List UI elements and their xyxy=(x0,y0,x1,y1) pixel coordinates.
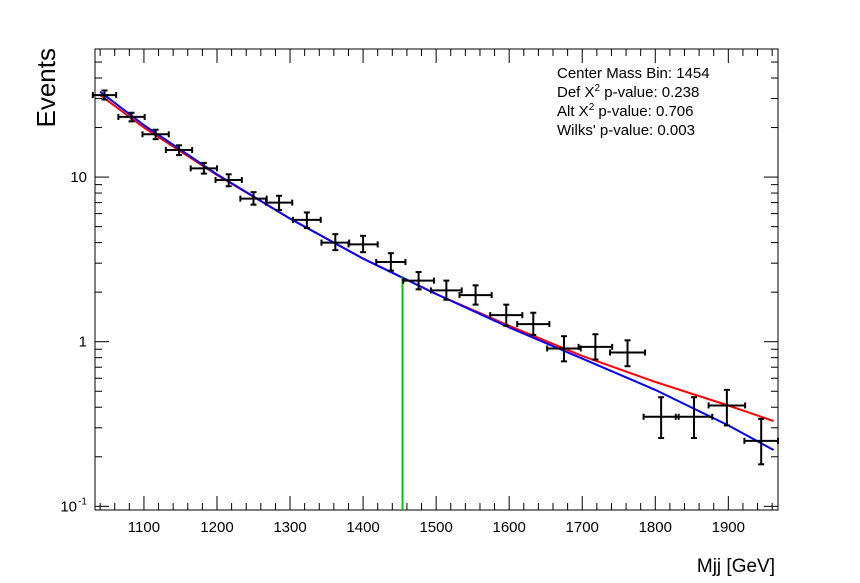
x-tick-label: 1500 xyxy=(419,519,452,536)
data-point xyxy=(264,194,294,212)
stat-line: Def X2 p-value: 0.238 xyxy=(557,83,699,101)
y-axis-title: Events xyxy=(31,48,61,128)
x-tick-label: 1100 xyxy=(128,519,160,536)
x-tick-label: 1900 xyxy=(712,519,745,536)
x-tick-label: 1300 xyxy=(273,519,306,536)
fit-curves xyxy=(99,90,775,451)
stat-line: Wilks' p-value: 0.003 xyxy=(557,122,695,139)
data-point xyxy=(141,128,170,141)
data-point xyxy=(402,271,435,291)
stat-line: Center Mass Bin: 1454 xyxy=(557,65,710,82)
data-point xyxy=(164,144,194,157)
data-point xyxy=(743,417,779,466)
data-point xyxy=(291,211,322,230)
data-point xyxy=(546,335,582,363)
data-point xyxy=(214,173,243,188)
x-axis-title: Mjj [GeV] xyxy=(697,556,775,577)
stat-line: Alt X2 p-value: 0.706 xyxy=(557,102,694,120)
x-tick-label: 1400 xyxy=(346,519,379,536)
x-tick-label: 1200 xyxy=(200,519,233,536)
y-tick-exponent: -1 xyxy=(78,496,87,507)
data-points xyxy=(91,89,779,466)
y-tick-label: 10 xyxy=(70,169,87,186)
red-fit-curve xyxy=(99,94,774,422)
data-point xyxy=(189,161,218,175)
x-tick-label: 1600 xyxy=(492,519,525,536)
data-point xyxy=(117,111,146,123)
data-point xyxy=(91,89,118,101)
x-tick-label: 1800 xyxy=(639,519,672,536)
data-point xyxy=(674,396,714,440)
blue-fit-curve xyxy=(99,90,775,451)
data-point xyxy=(608,339,647,368)
data-point xyxy=(375,252,407,272)
y-tick-label: 10 xyxy=(60,498,77,515)
data-point xyxy=(458,284,493,306)
data-point xyxy=(347,234,379,254)
data-point xyxy=(516,311,551,336)
x-tick-label: 1700 xyxy=(566,519,599,536)
axis-ticks xyxy=(95,48,778,510)
data-point xyxy=(642,396,680,440)
data-point xyxy=(430,279,463,301)
data-point xyxy=(577,333,614,361)
data-point xyxy=(489,303,524,327)
y-tick-label: 1 xyxy=(79,334,87,351)
data-point xyxy=(707,388,747,427)
